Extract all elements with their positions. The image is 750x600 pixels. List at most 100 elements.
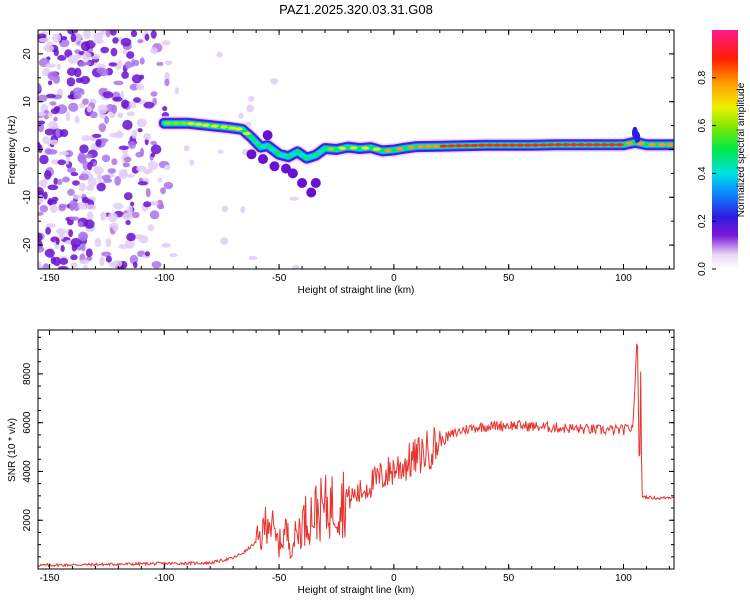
trace-blob: [297, 177, 308, 188]
noise-blob: [100, 251, 112, 257]
spectrogram-y-axis-label: Frequency (Hz): [7, 116, 18, 185]
noise-blob: [112, 260, 123, 268]
noise-blob: [70, 254, 78, 261]
noise-blob: [120, 37, 132, 47]
noise-blob: [47, 71, 59, 81]
noise-blob: [129, 83, 139, 91]
noise-blob: [85, 153, 93, 159]
trace-peak: [625, 141, 634, 146]
noise-blob: [144, 251, 150, 257]
noise-blob: [49, 139, 59, 146]
trace-peak: [407, 145, 416, 149]
colorbar-ticks: 0.0 0.2 0.4 0.6 0.8: [697, 70, 716, 276]
noise-blob: [93, 39, 104, 44]
noise-blob: [104, 115, 109, 125]
noise-blob: [246, 104, 255, 113]
trace-blob: [269, 161, 280, 172]
noise-blob: [57, 159, 66, 166]
trace-peak: [307, 155, 316, 159]
trace-peak: [372, 147, 381, 151]
noise-blob: [147, 224, 155, 232]
noise-blob: [107, 168, 116, 174]
trace-peak: [454, 144, 463, 148]
trace-peak: [516, 143, 525, 147]
noise-blob: [127, 205, 133, 215]
noise-blob: [44, 248, 55, 258]
noise-blob: [113, 202, 124, 210]
noise-blob: [118, 244, 129, 250]
noise-blob: [110, 47, 118, 57]
noise-blob: [70, 33, 77, 43]
noise-blob: [145, 187, 151, 198]
noise-blob: [97, 172, 102, 183]
noise-blob: [60, 36, 68, 41]
trace-peak: [194, 122, 203, 127]
noise-blob: [112, 37, 119, 44]
noise-blob: [122, 49, 128, 55]
noise-blob: [59, 257, 69, 265]
noise-blob: [112, 96, 123, 102]
y-tick-label: 6000: [22, 411, 33, 434]
trace-blob: [306, 187, 317, 198]
trace-peak: [577, 143, 586, 147]
noise-blob: [38, 83, 42, 92]
noise-blob: [150, 30, 157, 39]
trace-peak: [485, 143, 494, 147]
trace-peak: [260, 144, 269, 148]
noise-blob: [100, 46, 110, 54]
noise-blob: [86, 105, 93, 113]
noise-blob: [47, 198, 53, 206]
figure-title: PAZ1.2025.320.03.31.G08: [279, 2, 433, 17]
noise-blob: [147, 160, 159, 171]
noise-blob: [38, 211, 44, 216]
noise-blob: [164, 164, 170, 171]
noise-blob: [121, 71, 129, 79]
noise-blob: [162, 106, 168, 112]
noise-blob: [143, 201, 152, 208]
noise-blob: [156, 61, 164, 66]
trace-peak: [228, 126, 237, 130]
trace-peak: [447, 144, 456, 148]
trace-peak: [470, 143, 479, 148]
x-tick-label: 50: [503, 273, 515, 284]
noise-blob: [60, 244, 65, 252]
trace-peak: [500, 143, 509, 147]
noise-blob: [79, 173, 89, 181]
noise-blob: [77, 201, 89, 210]
colorbar-gradient: [712, 30, 738, 269]
noise-blob: [150, 91, 158, 97]
noise-blob: [164, 71, 170, 82]
trace-blob: [262, 130, 273, 141]
trace-peak: [179, 121, 188, 125]
noise-blob: [57, 178, 63, 186]
trace-peak: [395, 147, 404, 151]
noise-blob: [77, 221, 84, 228]
noise-blob: [238, 112, 244, 120]
x-tick-label: 50: [503, 573, 515, 584]
y-tick-label: 10: [22, 96, 33, 108]
noise-scatter: [38, 30, 300, 269]
noise-blob: [47, 149, 58, 155]
trace-peak: [338, 146, 347, 150]
noise-blob: [81, 134, 91, 142]
noise-blob: [135, 151, 143, 158]
noise-blob: [161, 243, 172, 248]
noise-blob: [80, 41, 91, 52]
noise-blob: [72, 194, 83, 200]
noise-blob: [58, 229, 65, 240]
trace-peak: [531, 143, 540, 147]
noise-blob: [136, 118, 148, 128]
noise-blob: [87, 161, 93, 171]
trace-peak: [546, 143, 555, 147]
noise-blob: [61, 176, 70, 183]
noise-blob: [49, 101, 57, 106]
snr-line: [38, 342, 674, 568]
noise-blob: [85, 61, 91, 66]
trace-peak: [416, 144, 425, 149]
trace-peak: [252, 140, 261, 144]
noise-blob: [38, 94, 48, 102]
noise-blob: [48, 121, 59, 130]
noise-blob: [131, 129, 138, 139]
noise-blob: [72, 180, 80, 186]
